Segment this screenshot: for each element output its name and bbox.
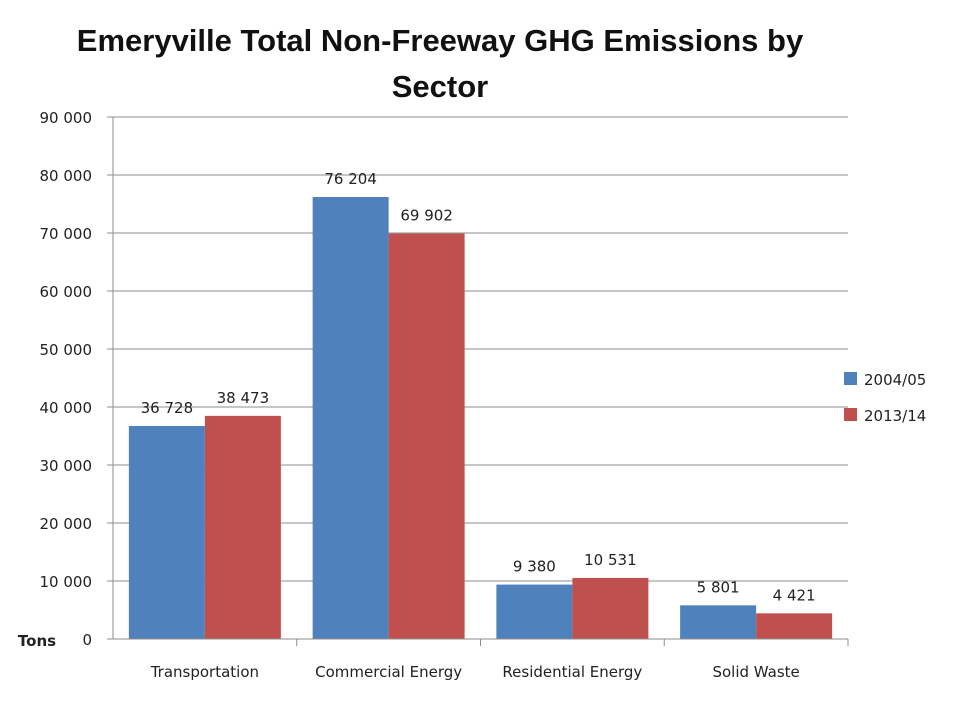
y-tick-label: 90 000 [40,109,93,127]
x-axis-ticks: Transportation Commercial Energy Residenti… [150,639,849,681]
y-tick-label: 40 000 [40,399,93,417]
y-tick-label: 50 000 [40,341,93,359]
y-tick-label: 30 000 [40,457,93,475]
data-label: 10 531 [584,551,637,569]
data-label: 69 902 [400,207,453,225]
legend-swatch [844,408,857,421]
legend-label: 2013/14 [864,407,926,425]
y-tick-label: 0 [82,631,92,649]
y-tick-label: 80 000 [40,167,93,185]
bars [128,197,833,640]
bar-2013-14 [756,613,833,639]
data-label: 4 421 [773,586,816,604]
legend: 2004/05 2013/14 [844,371,926,425]
x-tick-label: Commercial Energy [315,663,462,681]
data-label: 38 473 [217,389,270,407]
legend-label: 2004/05 [864,371,926,389]
bar-2004-05 [496,584,573,639]
gridlines [113,116,848,582]
y-tick-label: 10 000 [40,573,93,591]
y-tick-label: 70 000 [40,225,93,243]
bar-2004-05 [312,197,389,640]
bar-2004-05 [680,605,757,639]
x-tick-label: Solid Waste [712,663,799,681]
legend-swatch [844,372,857,385]
bar-2004-05 [128,425,205,639]
chart-title: Emeryville Total Non-Freeway GHG Emissio… [76,23,804,104]
data-labels: 36 728 38 473 76 204 69 902 9 380 10 531 5 801… [141,170,816,604]
bar-2013-14 [572,577,649,639]
x-tick-label: Transportation [150,663,259,681]
bar-2013-14 [388,233,465,639]
axes [112,117,848,640]
bar-2013-14 [204,415,281,639]
y-axis-label: Tons [18,632,56,650]
data-label: 76 204 [324,170,377,188]
data-label: 9 380 [513,558,556,576]
data-label: 36 728 [141,399,194,417]
data-label: 5 801 [697,578,740,596]
y-tick-label: 20 000 [40,515,93,533]
x-tick-label: Residential Energy [502,663,642,681]
y-tick-label: 60 000 [40,283,93,301]
y-axis-ticks: 0 10 000 20 000 30 000 40 000 50 000 60 000 70 … [40,109,113,649]
